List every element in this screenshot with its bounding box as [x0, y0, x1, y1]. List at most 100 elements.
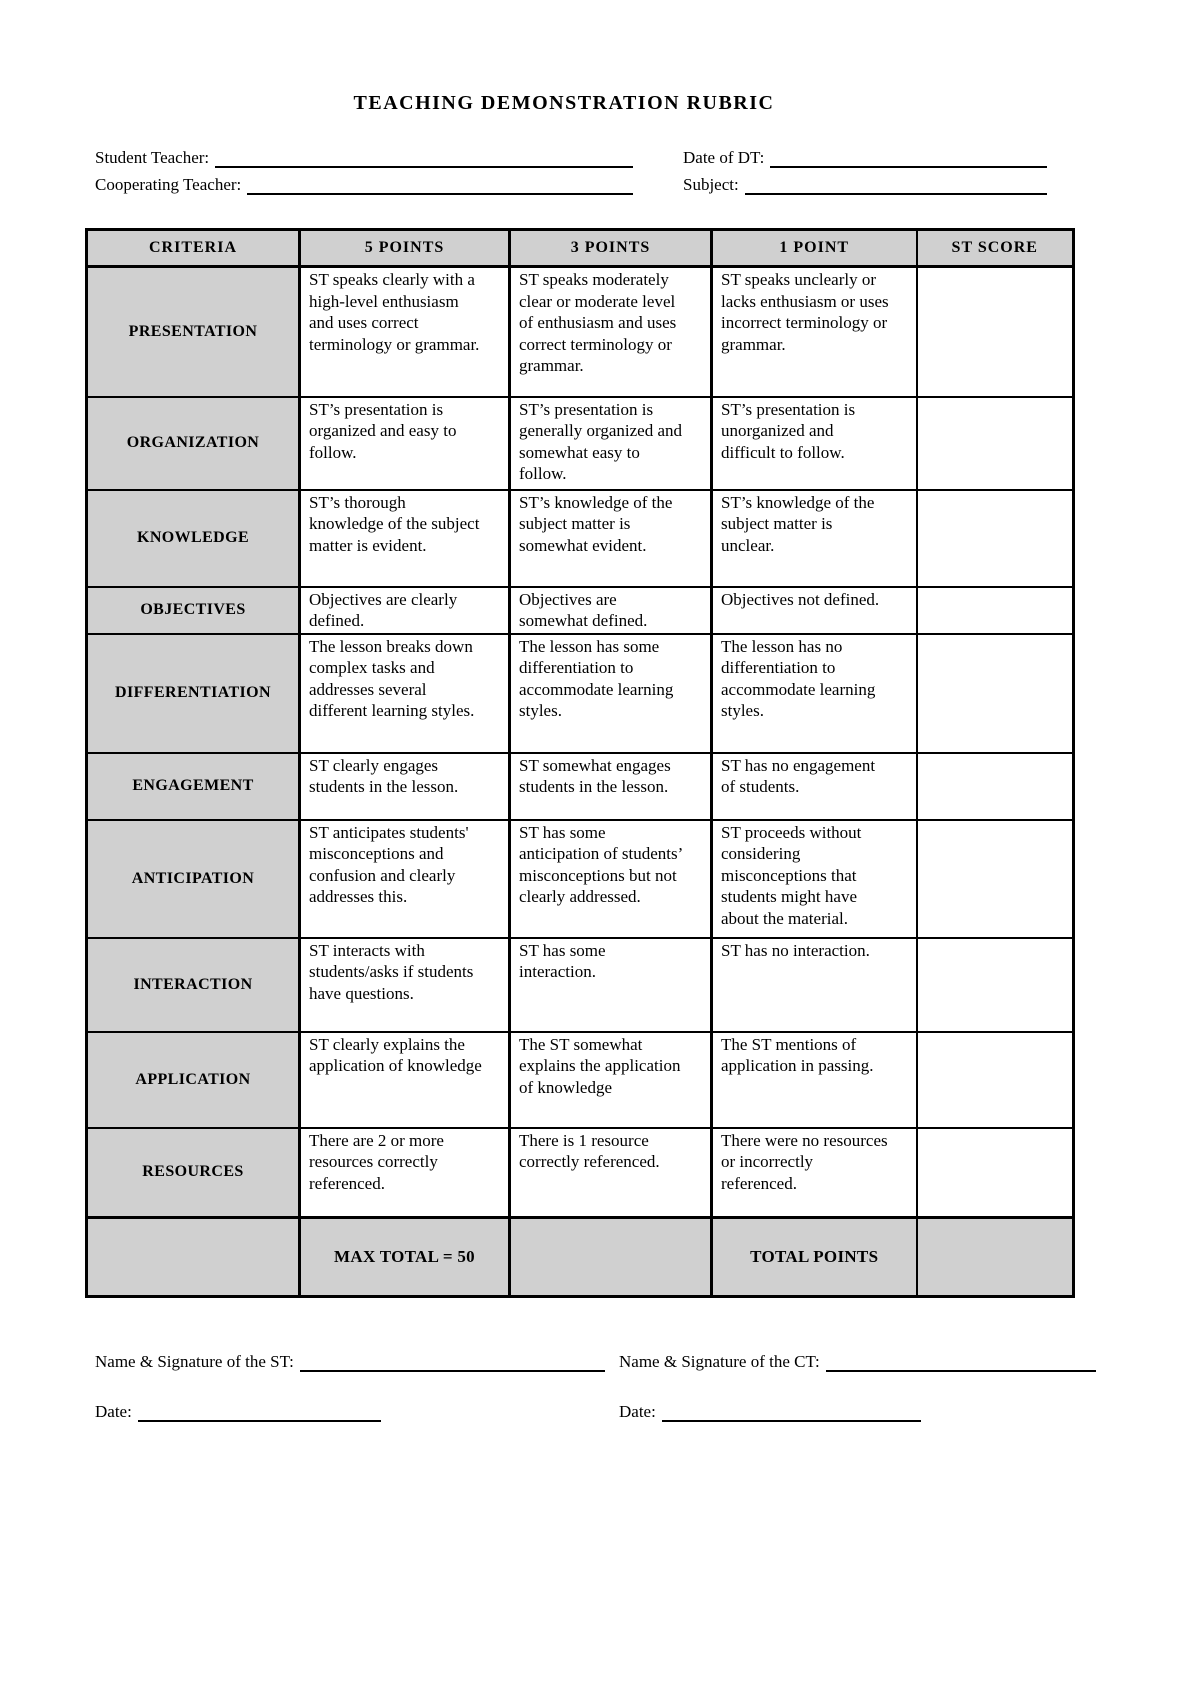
page-title: TEACHING DEMONSTRATION RUBRIC: [353, 92, 775, 114]
points-1-cell: ST proceeds without considering misconce…: [710, 818, 918, 939]
points-1-cell: ST has no engagement of students.: [710, 751, 918, 821]
header-st-score: ST SCORE: [916, 228, 1075, 268]
points-5-cell: Objectives are clearly defined.: [298, 585, 511, 635]
st-signature-field: Name & Signature of the ST:: [95, 1351, 605, 1372]
table-row-application: APPLICATION ST clearly explains the appl…: [85, 1030, 1075, 1129]
criteria-cell: ENGAGEMENT: [85, 751, 301, 821]
points-1-cell: The ST mentions of application in passin…: [710, 1030, 918, 1129]
date-left-label: Date:: [95, 1402, 132, 1421]
date-left-blank-line: [137, 1402, 381, 1422]
total-score-cell: [916, 1216, 1075, 1298]
st-score-cell: [916, 1030, 1075, 1129]
total-row-empty-cell: [85, 1216, 301, 1298]
criteria-cell: DIFFERENTIATION: [85, 632, 301, 754]
signature-row: Name & Signature of the ST: Name & Signa…: [95, 1346, 1105, 1372]
criteria-cell: OBJECTIVES: [85, 585, 301, 635]
points-5-cell: ST interacts with students/asks if stude…: [298, 936, 511, 1033]
points-5-cell: ST’s thorough knowledge of the subject m…: [298, 488, 511, 588]
points-5-cell: The lesson breaks down complex tasks and…: [298, 632, 511, 754]
points-3-cell: ST’s knowledge of the subject matter is …: [508, 488, 713, 588]
date-of-dt-field: Date of DT:: [683, 147, 1047, 168]
table-row-objectives: OBJECTIVES Objectives are clearly define…: [85, 585, 1075, 635]
points-5-cell: There are 2 or more resources correctly …: [298, 1126, 511, 1219]
date-left-field: Date:: [95, 1401, 381, 1422]
criteria-cell: RESOURCES: [85, 1126, 301, 1219]
points-1-cell: ST speaks unclearly or lacks enthusiasm …: [710, 265, 918, 398]
date-right-label: Date:: [619, 1402, 656, 1421]
date-right-blank-line: [661, 1402, 921, 1422]
points-1-cell: ST’s presentation is unorganized and dif…: [710, 395, 918, 491]
subject-field: Subject:: [683, 174, 1047, 195]
max-total-cell: MAX TOTAL = 50: [298, 1216, 511, 1298]
table-row-engagement: ENGAGEMENT ST clearly engages students i…: [85, 751, 1075, 821]
cooperating-teacher-label: Cooperating Teacher:: [95, 175, 242, 194]
header-form: Student Teacher: Date of DT: Cooperating…: [95, 141, 1047, 195]
points-3-cell: Objectives are somewhat defined.: [508, 585, 713, 635]
table-row-resources: RESOURCES There are 2 or more resources …: [85, 1126, 1075, 1219]
date-row: Date: Date:: [95, 1396, 1105, 1422]
st-score-cell: [916, 1126, 1075, 1219]
points-5-cell: ST speaks clearly with a high-level enth…: [298, 265, 511, 398]
ct-signature-field: Name & Signature of the CT:: [619, 1351, 1096, 1372]
points-1-cell: Objectives not defined.: [710, 585, 918, 635]
st-score-cell: [916, 265, 1075, 398]
signature-section: Name & Signature of the ST: Name & Signa…: [95, 1346, 1105, 1422]
points-1-cell: The lesson has no differentiation to acc…: [710, 632, 918, 754]
total-row-empty-cell: [508, 1216, 713, 1298]
table-row-organization: ORGANIZATION ST’s presentation is organi…: [85, 395, 1075, 491]
student-teacher-label: Student Teacher:: [95, 148, 210, 167]
points-1-cell: ST’s knowledge of the subject matter is …: [710, 488, 918, 588]
rubric-table-container: CRITERIA 5 POINTS 3 POINTS 1 POINT ST SC…: [85, 228, 1075, 1298]
points-3-cell: ST has some interaction.: [508, 936, 713, 1033]
points-5-cell: ST’s presentation is organized and easy …: [298, 395, 511, 491]
total-row: MAX TOTAL = 50 TOTAL POINTS: [85, 1216, 1075, 1298]
date-of-dt-blank-line: [770, 148, 1047, 168]
subject-blank-line: [744, 175, 1047, 195]
st-score-cell: [916, 818, 1075, 939]
table-row-differentiation: DIFFERENTIATION The lesson breaks down c…: [85, 632, 1075, 754]
criteria-cell: ANTICIPATION: [85, 818, 301, 939]
points-3-cell: ST’s presentation is generally organized…: [508, 395, 713, 491]
criteria-cell: INTERACTION: [85, 936, 301, 1033]
points-3-cell: ST somewhat engages students in the less…: [508, 751, 713, 821]
table-row-presentation: PRESENTATION ST speaks clearly with a hi…: [85, 265, 1075, 398]
table-row-knowledge: KNOWLEDGE ST’s thorough knowledge of the…: [85, 488, 1075, 588]
table-row-anticipation: ANTICIPATION ST anticipates students' mi…: [85, 818, 1075, 939]
student-teacher-field: Student Teacher:: [95, 147, 633, 168]
total-points-cell: TOTAL POINTS: [710, 1216, 918, 1298]
table-row-interaction: INTERACTION ST interacts with students/a…: [85, 936, 1075, 1033]
form-row-1: Student Teacher: Date of DT:: [95, 141, 1047, 168]
st-score-cell: [916, 936, 1075, 1033]
ct-signature-blank-line: [825, 1352, 1096, 1372]
ct-signature-label: Name & Signature of the CT:: [619, 1352, 820, 1371]
st-signature-label: Name & Signature of the ST:: [95, 1352, 294, 1371]
points-5-cell: ST clearly explains the application of k…: [298, 1030, 511, 1129]
points-5-cell: ST anticipates students' misconceptions …: [298, 818, 511, 939]
st-score-cell: [916, 751, 1075, 821]
student-teacher-blank-line: [215, 148, 633, 168]
points-1-cell: There were no resources or incorrectly r…: [710, 1126, 918, 1219]
header-5-points: 5 POINTS: [298, 228, 511, 268]
criteria-cell: KNOWLEDGE: [85, 488, 301, 588]
criteria-cell: APPLICATION: [85, 1030, 301, 1129]
subject-label: Subject:: [683, 175, 739, 194]
date-right-field: Date:: [619, 1401, 921, 1422]
points-3-cell: ST speaks moderately clear or moderate l…: [508, 265, 713, 398]
date-of-dt-label: Date of DT:: [683, 148, 765, 167]
points-3-cell: ST has some anticipation of students’ mi…: [508, 818, 713, 939]
st-signature-blank-line: [299, 1352, 605, 1372]
st-score-cell: [916, 585, 1075, 635]
st-score-cell: [916, 488, 1075, 588]
points-3-cell: The lesson has some differentiation to a…: [508, 632, 713, 754]
form-row-2: Cooperating Teacher: Subject:: [95, 168, 1047, 195]
rubric-table: CRITERIA 5 POINTS 3 POINTS 1 POINT ST SC…: [85, 228, 1075, 1298]
points-3-cell: There is 1 resource correctly referenced…: [508, 1126, 713, 1219]
cooperating-teacher-field: Cooperating Teacher:: [95, 174, 633, 195]
header-3-points: 3 POINTS: [508, 228, 713, 268]
points-3-cell: The ST somewhat explains the application…: [508, 1030, 713, 1129]
header-1-point: 1 POINT: [710, 228, 918, 268]
st-score-cell: [916, 395, 1075, 491]
points-5-cell: ST clearly engages students in the lesso…: [298, 751, 511, 821]
criteria-cell: PRESENTATION: [85, 265, 301, 398]
